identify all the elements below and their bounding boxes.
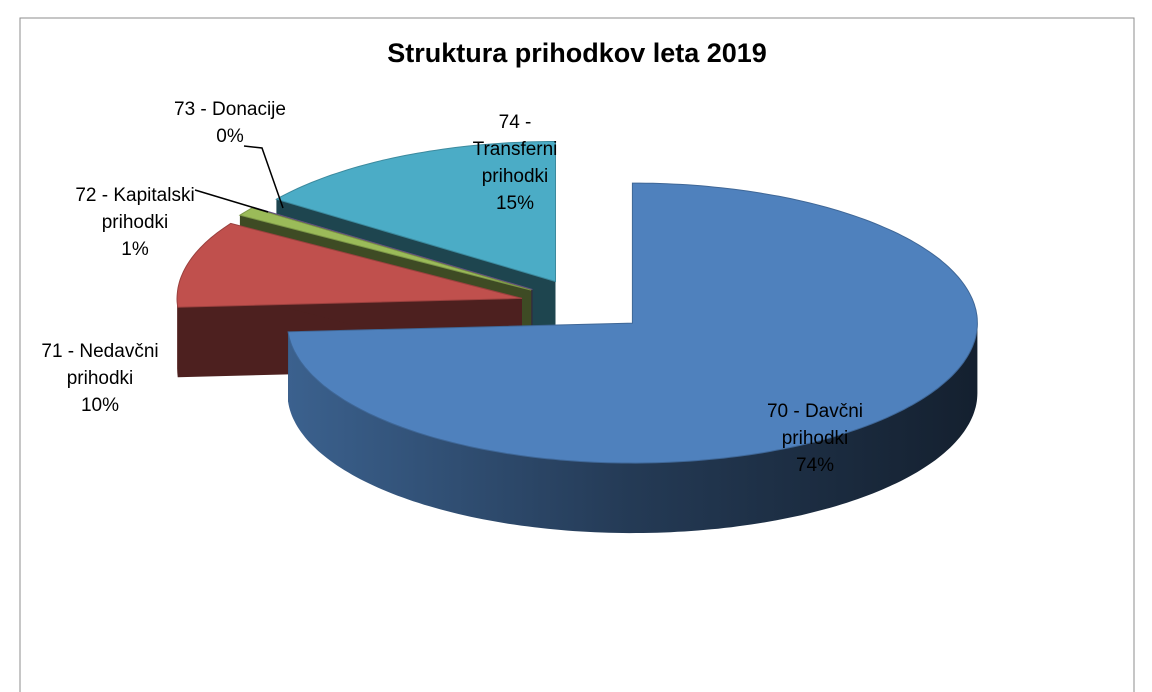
value-label: 10%: [80, 394, 120, 416]
leader-line: [243, 145, 284, 209]
value-label: 15%: [495, 193, 535, 214]
category-label: 70 - Davčni prihodki: [766, 400, 864, 449]
data-label: 74 - Transferni prihodki 15%: [430, 109, 600, 217]
data-label: 73 - Donacije 0%: [145, 96, 315, 150]
value-label: 74%: [795, 454, 835, 476]
category-label: 71 - Nedavčni prihodki: [41, 340, 159, 389]
slice-wall: [177, 298, 178, 378]
slice-wall: [288, 323, 978, 534]
data-label: 70 - Davčni prihodki 74%: [730, 398, 900, 479]
category-label: 74 - Transferni prihodki: [472, 112, 558, 187]
leader-line: [194, 189, 269, 213]
category-label: 73 - Donacije: [174, 99, 286, 120]
pie-slice: [176, 222, 523, 308]
pie-slice: [287, 182, 978, 464]
pie-slice: [275, 141, 556, 283]
category-label: 72 - Kapitalski prihodki: [75, 184, 195, 233]
data-label: 71 - Nedavčni prihodki 10%: [15, 338, 185, 419]
value-label: 1%: [121, 238, 149, 260]
value-label: 0%: [216, 126, 244, 147]
data-label: 72 - Kapitalski prihodki 1%: [50, 182, 220, 263]
chart-title: Struktura prihodkov leta 2019: [387, 38, 767, 68]
